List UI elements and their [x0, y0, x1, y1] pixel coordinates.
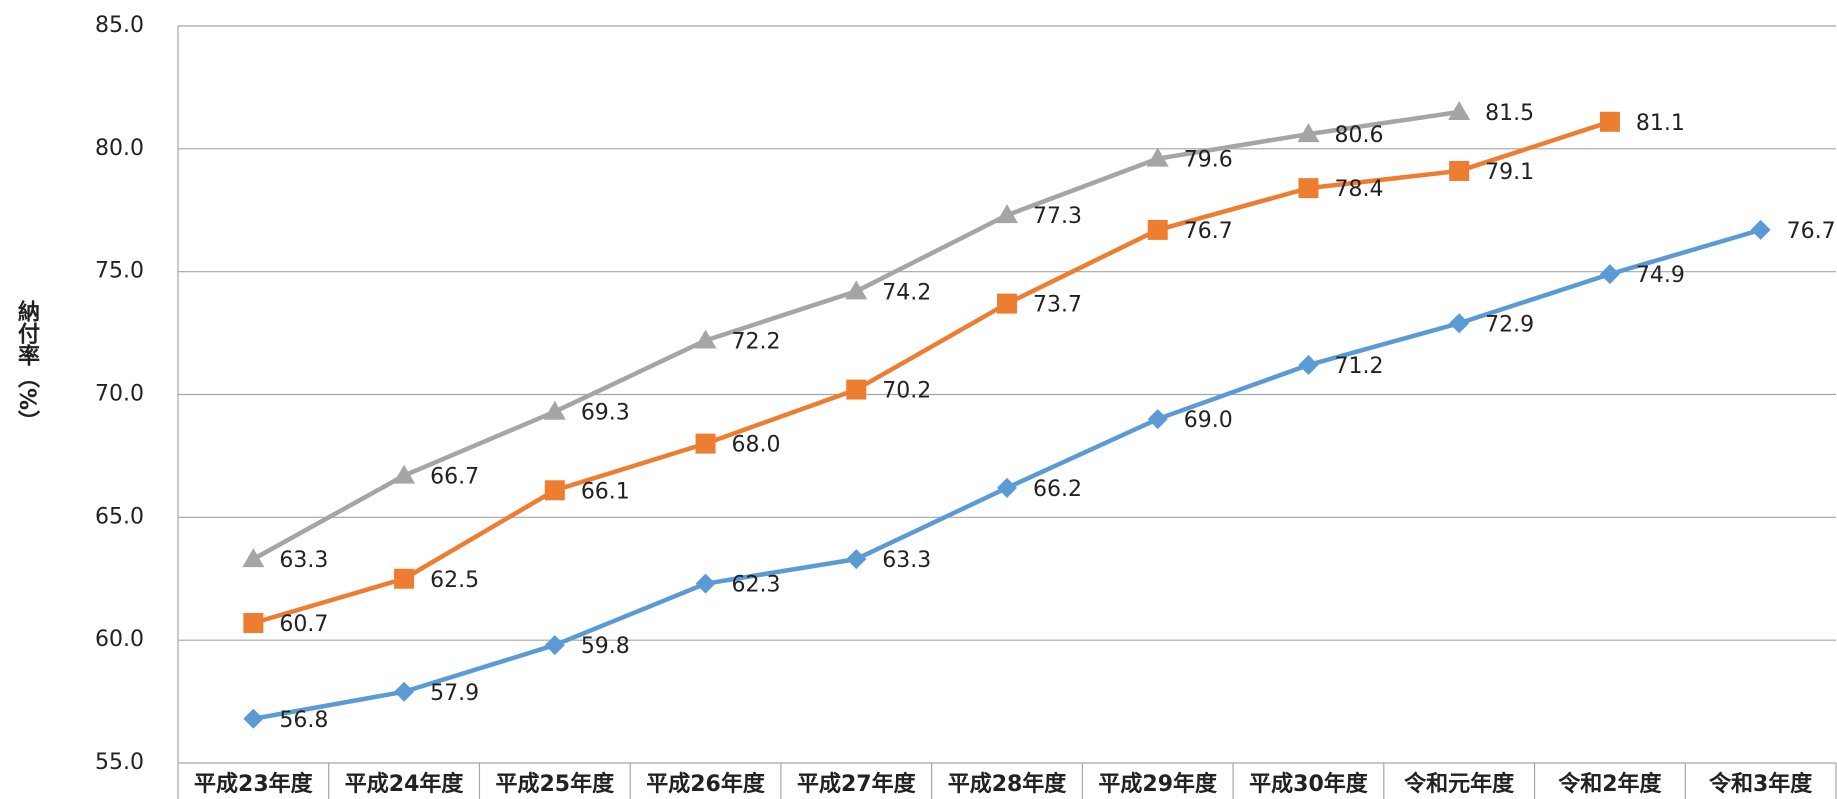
marker — [1449, 313, 1470, 334]
marker — [1147, 409, 1168, 430]
marker — [997, 293, 1017, 314]
data-label: 72.9 — [1485, 312, 1534, 337]
data-label: 78.4 — [1334, 177, 1383, 202]
marker — [695, 573, 716, 594]
marker — [1297, 123, 1320, 143]
marker — [544, 480, 565, 501]
marker — [1599, 111, 1620, 132]
marker — [845, 280, 868, 300]
marker — [393, 464, 416, 484]
data-label: 59.8 — [581, 634, 630, 659]
marker — [846, 549, 867, 570]
marker — [544, 635, 565, 656]
marker — [1448, 100, 1471, 120]
marker — [243, 612, 264, 633]
marker — [695, 433, 716, 454]
data-label: 56.8 — [279, 708, 328, 733]
data-label: 62.3 — [732, 573, 781, 598]
data-label: 57.9 — [430, 681, 479, 706]
marker — [543, 400, 566, 420]
series-line — [252, 119, 1611, 626]
y-axis-label: 納付率（%） — [14, 299, 40, 432]
y-tick-label: 60.0 — [95, 627, 144, 652]
x-tick-label: 平成28年度 — [948, 771, 1068, 797]
data-label: 66.2 — [1033, 477, 1082, 502]
marker — [997, 477, 1017, 498]
marker — [694, 329, 717, 349]
x-tick-label: 平成27年度 — [797, 771, 917, 797]
x-tick-label: 令和3年度 — [1709, 771, 1813, 797]
data-label: 63.3 — [882, 548, 931, 573]
series-line — [252, 109, 1460, 562]
data-label: 72.2 — [732, 329, 781, 354]
data-label: 79.1 — [1485, 160, 1534, 185]
y-tick-label: 75.0 — [95, 259, 144, 284]
y-tick-label: 80.0 — [95, 136, 144, 161]
x-tick-label: 平成30年度 — [1249, 771, 1369, 797]
data-label: 71.2 — [1334, 354, 1383, 379]
x-tick-label: 平成29年度 — [1098, 771, 1218, 797]
y-tick-label: 65.0 — [95, 504, 144, 529]
data-label: 69.0 — [1184, 408, 1233, 433]
data-label: 76.7 — [1787, 219, 1836, 244]
x-tick-label: 平成23年度 — [194, 771, 314, 797]
data-label: 74.2 — [882, 280, 931, 305]
y-tick-label: 85.0 — [95, 13, 144, 38]
data-label: 79.6 — [1184, 148, 1233, 173]
marker — [1750, 219, 1771, 240]
marker — [394, 681, 415, 702]
x-tick-label: 平成26年度 — [646, 771, 766, 797]
data-label: 60.7 — [279, 612, 328, 637]
data-label: 77.3 — [1033, 204, 1082, 229]
marker — [1298, 178, 1319, 199]
x-tick-label: 令和2年度 — [1558, 771, 1662, 797]
marker — [846, 379, 867, 400]
data-label: 73.7 — [1033, 293, 1082, 318]
data-label: 76.7 — [1184, 219, 1233, 244]
marker — [242, 548, 265, 568]
marker — [996, 204, 1018, 224]
marker — [1147, 219, 1168, 240]
marker — [394, 568, 415, 589]
y-tick-label: 55.0 — [95, 750, 144, 775]
data-label: 80.6 — [1334, 123, 1383, 148]
data-label: 81.1 — [1636, 111, 1685, 136]
data-label: 66.7 — [430, 465, 479, 490]
data-label: 63.3 — [279, 548, 328, 573]
data-label: 62.5 — [430, 568, 479, 593]
x-tick-label: 平成25年度 — [496, 771, 616, 797]
data-label: 68.0 — [732, 433, 781, 458]
marker — [1599, 264, 1620, 285]
data-label: 70.2 — [882, 379, 931, 404]
y-tick-label: 70.0 — [95, 382, 144, 407]
marker — [1449, 160, 1470, 181]
marker — [243, 708, 264, 729]
data-label: 66.1 — [581, 479, 630, 504]
marker — [1298, 355, 1319, 376]
marker — [1146, 147, 1169, 167]
data-label: 81.5 — [1485, 101, 1534, 126]
data-label: 74.9 — [1636, 263, 1685, 288]
data-label: 69.3 — [581, 401, 630, 426]
x-tick-label: 平成24年度 — [345, 771, 465, 797]
x-tick-label: 令和元年度 — [1404, 771, 1515, 797]
